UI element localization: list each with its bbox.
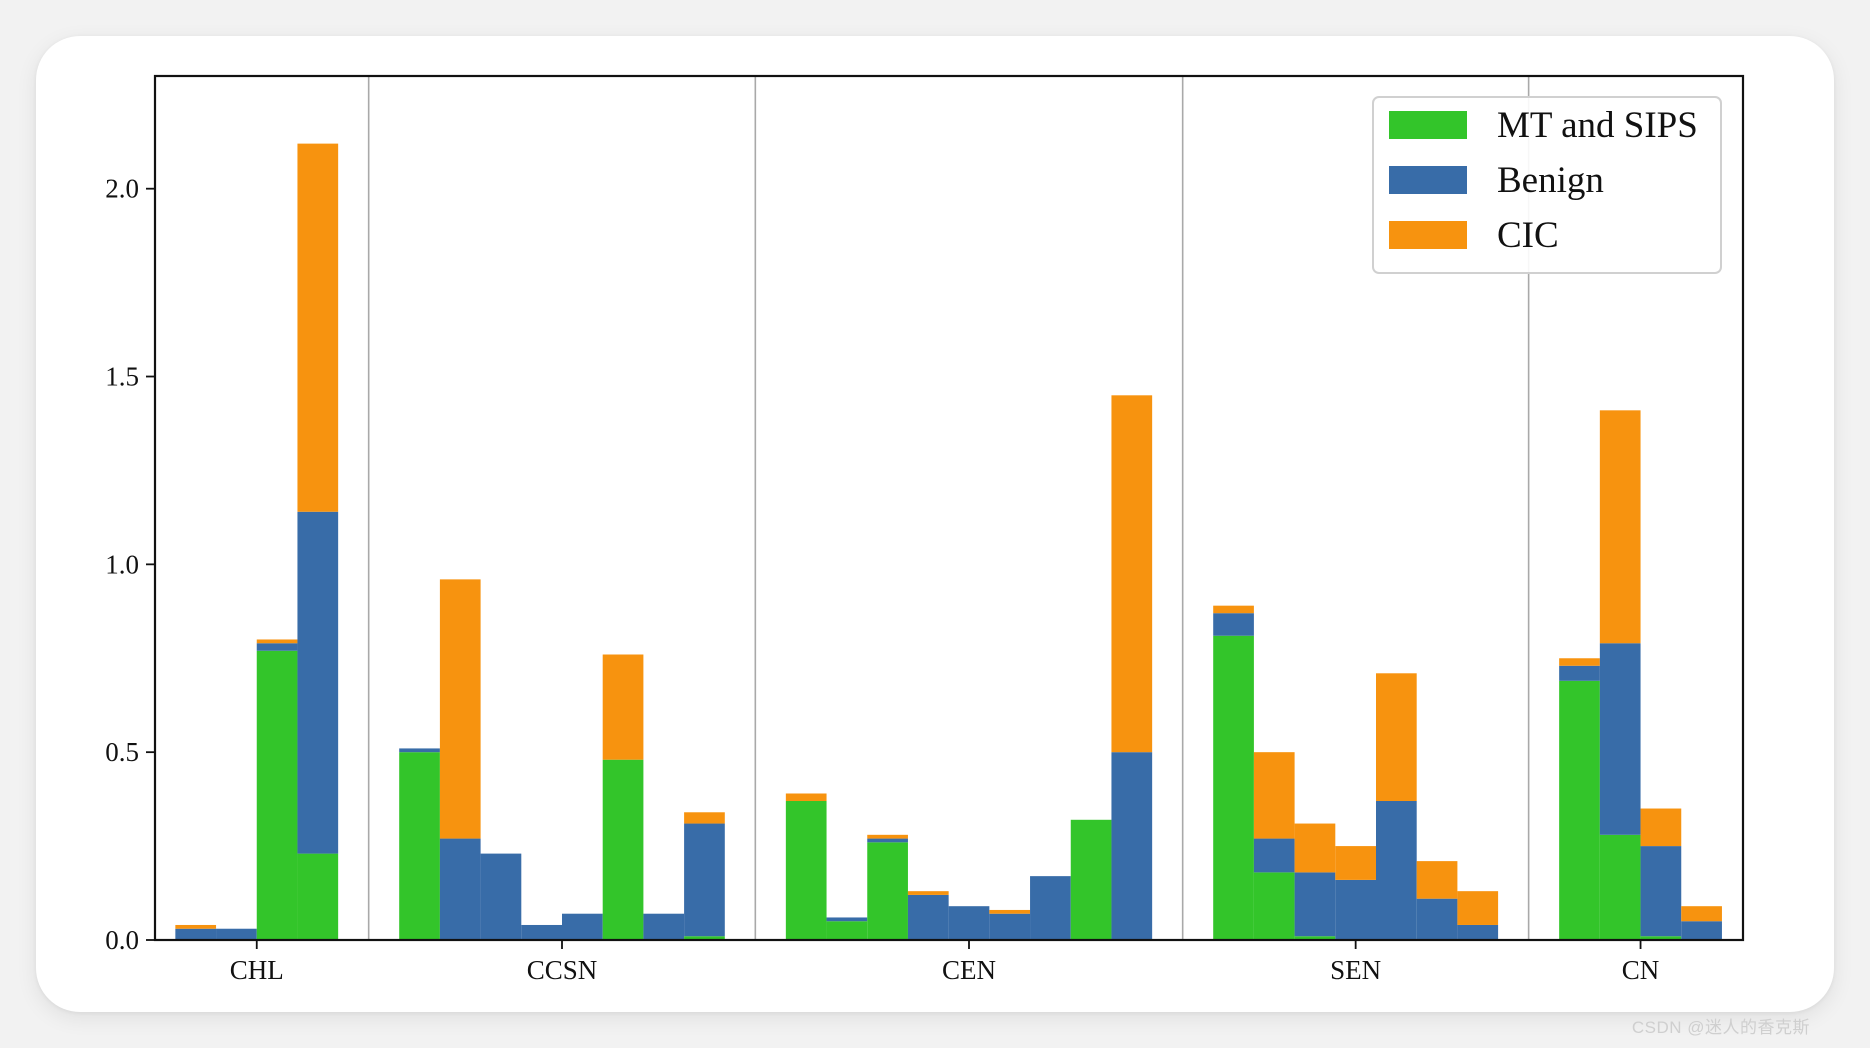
bar-15-mt-and-sips	[867, 842, 908, 940]
x-tick-label-ccsn: CCSN	[527, 955, 598, 985]
bar-3-benign	[256, 643, 298, 651]
y-tick-label-2: 1.0	[105, 549, 139, 579]
legend-label-3: CIC	[1497, 215, 1559, 256]
bar-1-benign	[175, 928, 217, 940]
bar-5-benign	[399, 748, 440, 753]
bar-25-benign	[1335, 879, 1376, 940]
bar-30-cic	[1599, 410, 1641, 644]
bar-14-mt-and-sips	[826, 921, 868, 940]
y-tick-label-4: 2.0	[105, 174, 139, 204]
bar-30-mt-and-sips	[1599, 834, 1641, 940]
legend-swatch-2	[1389, 166, 1467, 194]
bar-27-benign	[1416, 898, 1458, 940]
bar-26-benign	[1376, 801, 1417, 940]
bar-12-mt-and-sips	[684, 936, 725, 940]
bar-8-benign	[521, 924, 562, 940]
bar-27-cic	[1416, 861, 1458, 899]
bar-32-benign	[1681, 921, 1722, 940]
bar-16-benign	[907, 894, 949, 940]
bar-19-benign	[1030, 876, 1071, 940]
bar-18-cic	[989, 909, 1031, 914]
bar-31-cic	[1640, 808, 1682, 847]
bar-22-benign	[1213, 613, 1254, 636]
x-tick-label-cn: CN	[1622, 955, 1660, 985]
bar-26-cic	[1376, 673, 1417, 802]
bar-12-cic	[684, 812, 725, 824]
bar-22-cic	[1213, 605, 1254, 614]
legend-label-2: Benign	[1497, 160, 1604, 201]
bar-12-benign	[684, 823, 725, 937]
bar-24-cic	[1294, 823, 1336, 873]
bar-21-cic	[1111, 395, 1153, 753]
bar-4-benign	[297, 511, 339, 854]
plot-frame	[153, 74, 1745, 942]
bar-4-mt-and-sips	[297, 853, 339, 940]
csdn-watermark: CSDN @迷人的香克斯	[1631, 1018, 1810, 1037]
legend-swatch-1	[1389, 111, 1467, 139]
bar-15-benign	[867, 838, 908, 843]
bar-7-benign	[480, 853, 522, 940]
bar-29-mt-and-sips	[1559, 680, 1600, 940]
bar-6-benign	[439, 838, 481, 940]
bar-5-mt-and-sips	[399, 752, 440, 940]
bar-9-benign	[562, 913, 603, 940]
bar-20-mt-and-sips	[1070, 819, 1112, 940]
bar-2-benign	[216, 928, 257, 940]
bar-29-cic	[1559, 658, 1600, 666]
legend-label-1: MT and SIPS	[1497, 105, 1698, 146]
bar-23-cic	[1253, 752, 1295, 839]
x-tick-label-sen: SEN	[1330, 955, 1381, 985]
bar-23-benign	[1253, 838, 1295, 873]
y-tick-label-0: 0.0	[105, 925, 139, 955]
bar-3-mt-and-sips	[256, 650, 298, 940]
bar-11-benign	[643, 913, 685, 940]
bar-13-mt-and-sips	[785, 801, 827, 940]
bar-30-benign	[1599, 643, 1641, 835]
bar-10-mt-and-sips	[602, 759, 644, 940]
bar-23-mt-and-sips	[1253, 872, 1295, 940]
bar-14-benign	[826, 917, 868, 922]
legend-swatch-3	[1389, 221, 1467, 249]
bar-31-benign	[1640, 846, 1682, 937]
bar-24-mt-and-sips	[1294, 936, 1336, 940]
bar-18-benign	[989, 913, 1031, 940]
bar-22-mt-and-sips	[1213, 635, 1254, 940]
bar-4-cic	[297, 143, 339, 512]
bar-16-cic	[907, 891, 949, 895]
bar-25-cic	[1335, 846, 1376, 880]
x-tick-label-cen: CEN	[942, 955, 996, 985]
bar-6-cic	[439, 579, 481, 839]
bar-15-cic	[867, 834, 908, 839]
x-tick-label-chl: CHL	[230, 955, 284, 985]
y-tick-label-1: 0.5	[105, 737, 139, 767]
bar-24-benign	[1294, 872, 1336, 937]
bar-29-benign	[1559, 665, 1600, 681]
y-tick-label-3: 1.5	[105, 362, 139, 392]
bar-10-cic	[602, 654, 644, 760]
bar-1-cic	[175, 924, 217, 929]
bar-28-cic	[1457, 891, 1499, 925]
bar-21-benign	[1111, 752, 1153, 940]
bar-13-cic	[785, 793, 827, 802]
bar-28-benign	[1457, 924, 1499, 940]
bar-32-cic	[1681, 906, 1722, 922]
bar-31-mt-and-sips	[1640, 936, 1682, 940]
bar-17-benign	[948, 906, 990, 940]
bar-3-cic	[256, 639, 298, 644]
